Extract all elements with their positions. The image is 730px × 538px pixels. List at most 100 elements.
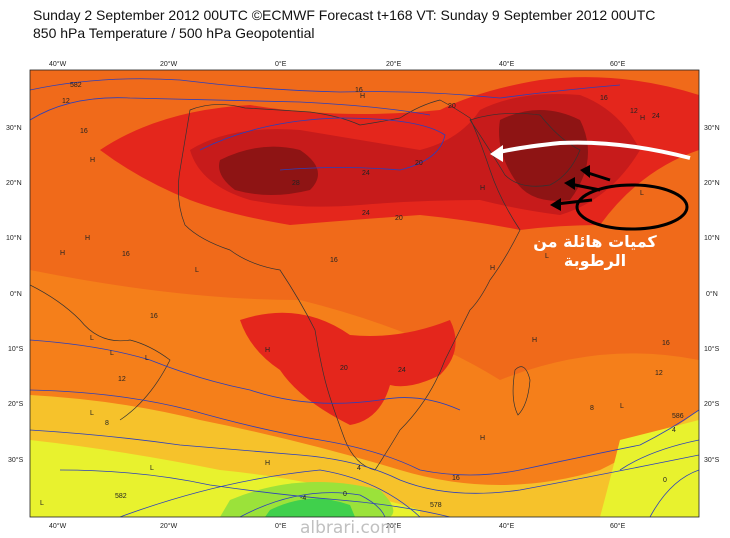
contour-label: 578 <box>430 502 442 509</box>
pressure-mark: L <box>195 267 199 274</box>
lon-label-bottom: 60°E <box>610 522 626 530</box>
pointer-arrow-3 <box>555 198 593 206</box>
pressure-mark: L <box>40 500 44 507</box>
lat-label-left: 20°N <box>6 179 22 187</box>
lat-label-right: 20°N <box>704 179 720 187</box>
lat-label-left: 10°S <box>8 345 24 353</box>
lon-label-top: 20°E <box>386 60 402 68</box>
contour-label: 20 <box>395 215 403 222</box>
arrow-head-icon <box>490 145 503 162</box>
pressure-mark: L <box>90 335 94 342</box>
lat-label-left: 30°S <box>8 456 24 464</box>
coastline-africa <box>178 99 521 471</box>
contour-label: 4 <box>672 427 676 434</box>
pointer-arrow-head-icon <box>564 177 575 190</box>
pressure-mark: H <box>490 265 495 272</box>
lat-label-right: 10°N <box>704 234 720 242</box>
lon-label-bottom: 0°E <box>275 522 287 530</box>
map-field: H H H L L L L H L L H H H L H L L H H L … <box>30 70 699 517</box>
axis-right: 30°N 20°N 10°N 0°N 10°S 20°S 30°S <box>704 124 720 464</box>
axis-left: 30°N 20°N 10°N 0°N 10°S 20°S 30°S <box>6 124 24 464</box>
lon-label-bottom: 20°E <box>386 522 402 530</box>
moisture-annotation-text: كميات هائلة من الرطوبة <box>533 232 657 270</box>
lat-label-right: 20°S <box>704 400 720 408</box>
contour-label: 20 <box>448 103 456 110</box>
pressure-mark: L <box>150 465 154 472</box>
pressure-mark: L <box>90 410 94 417</box>
lon-label-top: 40°E <box>499 60 515 68</box>
contour-label: 0 <box>663 477 667 484</box>
pointer-arrow-head-icon <box>550 198 561 211</box>
contour-label: 12 <box>62 98 70 105</box>
field-cold-southeast <box>600 420 699 517</box>
contour-label: 16 <box>122 251 130 258</box>
contour-label: 8 <box>105 420 109 427</box>
contour-label: 586 <box>672 413 684 420</box>
pressure-mark: L <box>620 403 624 410</box>
pressure-mark: H <box>532 337 537 344</box>
field-coldest-south <box>265 498 355 517</box>
lon-label-top: 60°E <box>610 60 626 68</box>
contour-label: 16 <box>355 87 363 94</box>
watermark: albrari.com <box>300 518 397 538</box>
contour-label: 24 <box>362 170 370 177</box>
lat-label-left: 10°N <box>6 234 22 242</box>
geopotential-contours <box>30 78 699 517</box>
pressure-mark: H <box>60 250 65 257</box>
lon-label-top: 20°W <box>160 60 178 68</box>
lat-label-right: 0°N <box>706 290 718 298</box>
contour-value-labels: 582 12 16 20 16 28 24 20 24 16 16 16 12 … <box>62 82 684 509</box>
lat-label-left: 30°N <box>6 124 22 132</box>
pressure-mark: L <box>110 350 114 357</box>
pressure-markers: H H H L L L L H L L H H H L H L L H H L … <box>40 93 645 507</box>
lon-label-top: 0°E <box>275 60 287 68</box>
pointer-arrow-head-icon <box>580 165 590 178</box>
contour-label: 12 <box>630 108 638 115</box>
field-hot-south <box>240 312 456 425</box>
lat-label-right: 10°S <box>704 345 720 353</box>
contour-label: 16 <box>600 95 608 102</box>
lat-label-right: 30°S <box>704 456 720 464</box>
axis-bottom: 40°W 20°W 0°E 20°E 40°E 60°E <box>49 522 626 530</box>
contour-label: 24 <box>362 210 370 217</box>
pressure-mark: L <box>640 190 644 197</box>
lon-label-bottom: 40°E <box>499 522 515 530</box>
lon-label-top: 40°W <box>49 60 67 68</box>
pressure-mark: H <box>265 460 270 467</box>
lat-label-right: 30°N <box>704 124 720 132</box>
lon-label-bottom: 20°W <box>160 522 178 530</box>
map-title: Sunday 2 September 2012 00UTC ©ECMWF For… <box>33 7 656 23</box>
contour-label: 582 <box>115 493 127 500</box>
contour-label: 8 <box>590 405 594 412</box>
pressure-mark: H <box>85 235 90 242</box>
pressure-mark: H <box>90 157 95 164</box>
lat-label-left: 0°N <box>10 290 22 298</box>
map-subtitle: 850 hPa Temperature / 500 hPa Geopotenti… <box>33 25 315 41</box>
contour-label: 20 <box>415 160 423 167</box>
pressure-mark: L <box>145 355 149 362</box>
contour-label: 24 <box>652 113 660 120</box>
contour-label: 24 <box>398 367 406 374</box>
pressure-mark: H <box>480 185 485 192</box>
coastline-arabia <box>469 112 581 187</box>
contour-label: 12 <box>655 370 663 377</box>
contour-label: 16 <box>662 340 670 347</box>
coastline-madagascar <box>512 366 531 416</box>
contour-label: 28 <box>292 180 300 187</box>
pressure-mark: L <box>545 253 549 260</box>
contour-label: 16 <box>150 313 158 320</box>
moisture-annotation <box>490 140 691 231</box>
pressure-mark: H <box>360 93 365 100</box>
contour-label: 0 <box>343 491 347 498</box>
contour-label: 582 <box>70 82 82 89</box>
moisture-flow-arrow <box>494 140 691 160</box>
contour-label: 16 <box>452 475 460 482</box>
field-extreme-west <box>219 146 318 195</box>
contour-label: -4 <box>300 495 306 502</box>
contour-label: 16 <box>330 257 338 264</box>
lat-label-left: 20°S <box>8 400 24 408</box>
pressure-mark: H <box>265 347 270 354</box>
contour-label: 12 <box>118 376 126 383</box>
lon-label-bottom: 40°W <box>49 522 67 530</box>
